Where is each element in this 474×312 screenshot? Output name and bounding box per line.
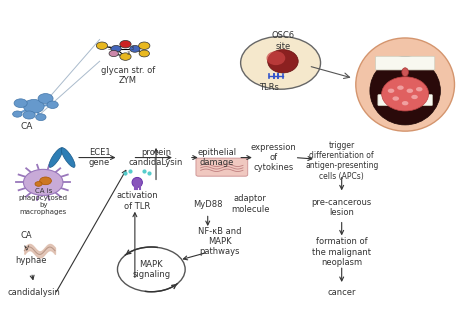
FancyBboxPatch shape — [378, 95, 432, 106]
Circle shape — [36, 114, 46, 121]
FancyBboxPatch shape — [196, 158, 248, 176]
Circle shape — [241, 37, 320, 89]
FancyBboxPatch shape — [375, 56, 435, 70]
Circle shape — [416, 87, 422, 91]
Circle shape — [120, 53, 131, 60]
Text: candidalysin: candidalysin — [8, 288, 60, 297]
Text: MAPK
signaling: MAPK signaling — [132, 260, 170, 279]
Circle shape — [407, 89, 413, 93]
Text: 3: 3 — [108, 46, 110, 51]
Text: MyD88: MyD88 — [193, 200, 222, 209]
Text: expression
of
cytokines: expression of cytokines — [251, 143, 296, 173]
Text: protein
candidaLysin: protein candidaLysin — [129, 148, 183, 167]
Text: adaptor
molecule: adaptor molecule — [231, 194, 269, 214]
Text: NF-κB and
MAPK
pathways: NF-κB and MAPK pathways — [198, 227, 241, 256]
Text: 3: 3 — [126, 51, 129, 56]
Circle shape — [13, 111, 22, 117]
Ellipse shape — [268, 50, 298, 73]
Circle shape — [38, 94, 53, 104]
Circle shape — [130, 46, 140, 52]
Ellipse shape — [356, 38, 455, 131]
Ellipse shape — [266, 51, 285, 65]
Text: pre-cancerous
lesion: pre-cancerous lesion — [311, 197, 372, 217]
Circle shape — [24, 100, 44, 113]
Text: epithelial
damage: epithelial damage — [198, 148, 237, 167]
Circle shape — [388, 89, 394, 93]
Circle shape — [109, 51, 118, 56]
Text: activation
of TLR: activation of TLR — [117, 191, 158, 211]
Ellipse shape — [49, 148, 63, 168]
Ellipse shape — [382, 77, 428, 111]
Circle shape — [139, 50, 149, 57]
Text: CA is
phagocytosed
by
macrophages: CA is phagocytosed by macrophages — [18, 188, 68, 215]
Circle shape — [120, 41, 131, 48]
Text: glycan str. of
ZYM: glycan str. of ZYM — [100, 66, 155, 85]
Text: trigger
differentiation of
antigen-presenting
cells (APCs): trigger differentiation of antigen-prese… — [305, 141, 378, 181]
Ellipse shape — [40, 177, 52, 185]
Circle shape — [138, 42, 150, 50]
Text: cancer: cancer — [328, 288, 356, 297]
Ellipse shape — [370, 56, 440, 125]
Circle shape — [411, 95, 418, 99]
Ellipse shape — [35, 182, 42, 186]
Circle shape — [402, 101, 409, 105]
Ellipse shape — [402, 68, 409, 76]
Circle shape — [47, 101, 58, 109]
Circle shape — [23, 111, 35, 119]
Text: CA: CA — [21, 231, 33, 240]
Circle shape — [96, 42, 108, 50]
Circle shape — [392, 96, 399, 101]
Text: 3: 3 — [131, 46, 134, 51]
Ellipse shape — [132, 178, 142, 188]
Circle shape — [24, 169, 63, 195]
Ellipse shape — [61, 148, 75, 168]
Text: formation of
the malignant
neoplasm: formation of the malignant neoplasm — [312, 237, 371, 267]
Text: CA: CA — [20, 122, 33, 131]
Circle shape — [397, 85, 404, 90]
Text: TLRs: TLRs — [259, 83, 279, 92]
Text: OSC6
site: OSC6 site — [272, 32, 294, 51]
Text: hyphae: hyphae — [16, 256, 47, 265]
Circle shape — [14, 99, 27, 108]
Circle shape — [111, 46, 121, 52]
Text: ECE1
gene: ECE1 gene — [89, 148, 110, 167]
